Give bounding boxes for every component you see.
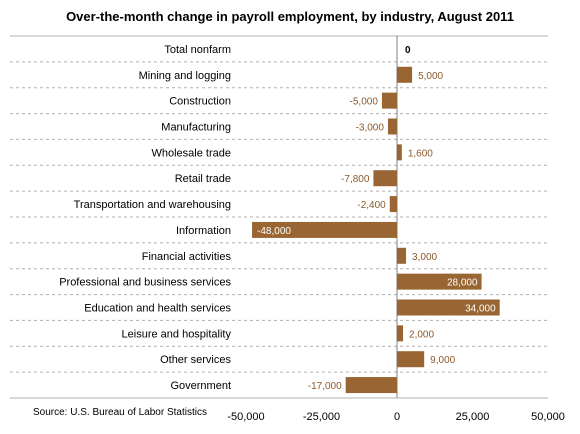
x-tick-label: 50,000 bbox=[531, 411, 565, 423]
data-label: -7,800 bbox=[341, 174, 370, 185]
bar bbox=[397, 273, 482, 290]
data-label: -17,000 bbox=[308, 381, 342, 392]
category-label: Education and health services bbox=[84, 303, 231, 315]
data-label: 34,000 bbox=[465, 304, 496, 315]
data-label: 5,000 bbox=[418, 71, 443, 82]
data-label: 28,000 bbox=[447, 278, 478, 289]
data-label: 9,000 bbox=[430, 355, 455, 366]
bar bbox=[397, 325, 404, 342]
category-label: Manufacturing bbox=[161, 122, 231, 134]
chart-title: Over-the-month change in payroll employm… bbox=[66, 9, 514, 24]
data-label: -48,000 bbox=[257, 226, 291, 237]
data-label: -3,000 bbox=[356, 123, 385, 134]
x-tick-label: 0 bbox=[394, 411, 400, 423]
bar bbox=[345, 377, 397, 394]
x-tick-label: -25,000 bbox=[303, 411, 340, 423]
category-label: Information bbox=[176, 225, 231, 237]
data-label: 2,000 bbox=[409, 329, 434, 340]
bar bbox=[381, 92, 397, 109]
x-tick-label: 25,000 bbox=[456, 411, 490, 423]
category-label: Total nonfarm bbox=[164, 44, 231, 56]
bar bbox=[397, 66, 413, 83]
x-tick-label: -50,000 bbox=[227, 411, 264, 423]
data-label: -2,400 bbox=[357, 200, 386, 211]
data-label: 3,000 bbox=[412, 252, 437, 263]
category-label: Government bbox=[170, 380, 231, 392]
category-label: Construction bbox=[169, 96, 231, 108]
category-label: Mining and logging bbox=[139, 70, 231, 82]
bar bbox=[397, 144, 402, 161]
category-label: Professional and business services bbox=[59, 277, 231, 289]
bar bbox=[397, 247, 407, 264]
bar bbox=[397, 351, 425, 368]
category-label: Financial activities bbox=[142, 251, 232, 263]
category-label: Retail trade bbox=[175, 173, 231, 185]
bar bbox=[397, 299, 500, 316]
data-label: 0 bbox=[405, 45, 411, 56]
data-label: 1,600 bbox=[408, 148, 433, 159]
bar bbox=[252, 221, 397, 238]
category-label: Wholesale trade bbox=[152, 147, 232, 159]
category-label: Transportation and warehousing bbox=[74, 199, 231, 211]
bar bbox=[387, 118, 397, 135]
category-label: Other services bbox=[160, 354, 231, 366]
bar bbox=[389, 196, 397, 213]
source-note: Source: U.S. Bureau of Labor Statistics bbox=[33, 407, 207, 418]
category-label: Leisure and hospitality bbox=[122, 328, 232, 340]
bar bbox=[373, 170, 397, 187]
data-label: -5,000 bbox=[350, 97, 379, 108]
